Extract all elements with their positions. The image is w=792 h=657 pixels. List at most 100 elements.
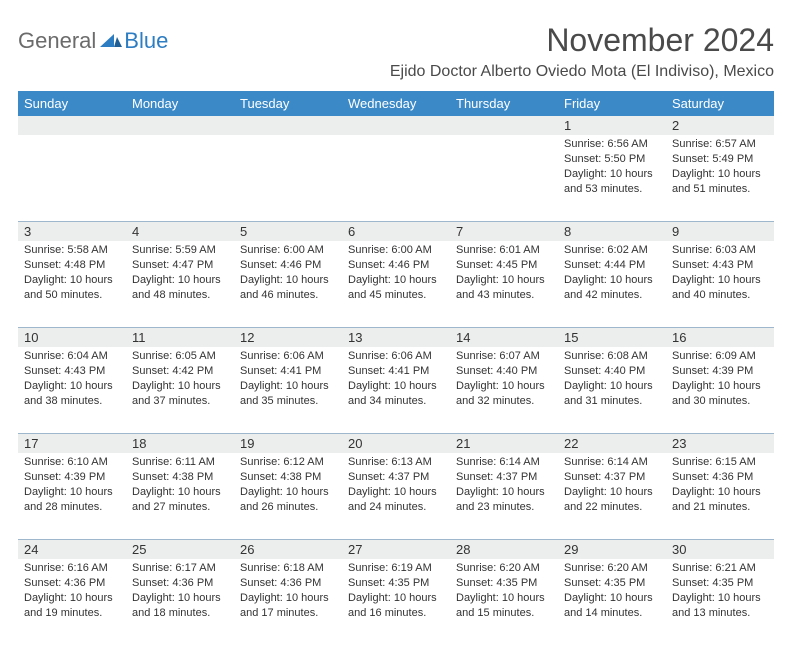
day-cell: Sunrise: 6:16 AMSunset: 4:36 PMDaylight:…: [18, 559, 126, 645]
day-number: 6: [342, 221, 450, 241]
day-cell: [18, 135, 126, 221]
day-cell: Sunrise: 6:19 AMSunset: 4:35 PMDaylight:…: [342, 559, 450, 645]
day-details: [234, 135, 342, 143]
day-number: [18, 116, 126, 135]
day-cell: Sunrise: 6:00 AMSunset: 4:46 PMDaylight:…: [342, 241, 450, 327]
day-number: 2: [666, 116, 774, 135]
day-content-row: Sunrise: 5:58 AMSunset: 4:48 PMDaylight:…: [18, 241, 774, 327]
day-details: [450, 135, 558, 143]
day-details: Sunrise: 6:14 AMSunset: 4:37 PMDaylight:…: [450, 453, 558, 520]
day-number: 15: [558, 327, 666, 347]
weekday-header-row: Sunday Monday Tuesday Wednesday Thursday…: [18, 91, 774, 116]
daynum-row: 12: [18, 116, 774, 135]
day-details: Sunrise: 6:05 AMSunset: 4:42 PMDaylight:…: [126, 347, 234, 414]
day-details: Sunrise: 6:20 AMSunset: 4:35 PMDaylight:…: [558, 559, 666, 626]
day-details: Sunrise: 6:02 AMSunset: 4:44 PMDaylight:…: [558, 241, 666, 308]
location: Ejido Doctor Alberto Oviedo Mota (El Ind…: [390, 63, 774, 81]
day-details: Sunrise: 6:04 AMSunset: 4:43 PMDaylight:…: [18, 347, 126, 414]
day-number: 11: [126, 327, 234, 347]
day-number: 22: [558, 433, 666, 453]
day-number: 4: [126, 221, 234, 241]
day-cell: Sunrise: 6:01 AMSunset: 4:45 PMDaylight:…: [450, 241, 558, 327]
logo: General Blue: [18, 22, 168, 54]
day-number: 19: [234, 433, 342, 453]
day-cell: Sunrise: 6:21 AMSunset: 4:35 PMDaylight:…: [666, 559, 774, 645]
day-details: Sunrise: 6:11 AMSunset: 4:38 PMDaylight:…: [126, 453, 234, 520]
day-details: Sunrise: 6:00 AMSunset: 4:46 PMDaylight:…: [234, 241, 342, 308]
day-cell: [234, 135, 342, 221]
day-cell: Sunrise: 5:59 AMSunset: 4:47 PMDaylight:…: [126, 241, 234, 327]
logo-text-blue: Blue: [124, 28, 168, 54]
day-details: [18, 135, 126, 143]
day-number: [342, 116, 450, 135]
day-details: Sunrise: 6:19 AMSunset: 4:35 PMDaylight:…: [342, 559, 450, 626]
day-details: Sunrise: 6:18 AMSunset: 4:36 PMDaylight:…: [234, 559, 342, 626]
day-cell: [450, 135, 558, 221]
day-cell: Sunrise: 6:14 AMSunset: 4:37 PMDaylight:…: [558, 453, 666, 539]
day-details: Sunrise: 6:17 AMSunset: 4:36 PMDaylight:…: [126, 559, 234, 626]
logo-text-general: General: [18, 28, 96, 54]
day-cell: Sunrise: 6:20 AMSunset: 4:35 PMDaylight:…: [450, 559, 558, 645]
calendar-table: Sunday Monday Tuesday Wednesday Thursday…: [18, 91, 774, 645]
day-details: Sunrise: 5:59 AMSunset: 4:47 PMDaylight:…: [126, 241, 234, 308]
day-number: [234, 116, 342, 135]
title-block: November 2024 Ejido Doctor Alberto Ovied…: [390, 22, 774, 81]
day-cell: Sunrise: 6:12 AMSunset: 4:38 PMDaylight:…: [234, 453, 342, 539]
day-cell: Sunrise: 6:18 AMSunset: 4:36 PMDaylight:…: [234, 559, 342, 645]
day-number: 9: [666, 221, 774, 241]
day-cell: [126, 135, 234, 221]
day-number: 1: [558, 116, 666, 135]
day-details: Sunrise: 6:07 AMSunset: 4:40 PMDaylight:…: [450, 347, 558, 414]
day-number: 23: [666, 433, 774, 453]
day-number: 16: [666, 327, 774, 347]
day-cell: Sunrise: 6:00 AMSunset: 4:46 PMDaylight:…: [234, 241, 342, 327]
day-number: 8: [558, 221, 666, 241]
day-cell: Sunrise: 6:11 AMSunset: 4:38 PMDaylight:…: [126, 453, 234, 539]
day-cell: Sunrise: 6:06 AMSunset: 4:41 PMDaylight:…: [342, 347, 450, 433]
logo-mark-icon: [100, 31, 122, 52]
day-cell: Sunrise: 6:15 AMSunset: 4:36 PMDaylight:…: [666, 453, 774, 539]
day-number: 29: [558, 539, 666, 559]
day-number: 14: [450, 327, 558, 347]
day-details: Sunrise: 6:12 AMSunset: 4:38 PMDaylight:…: [234, 453, 342, 520]
day-number: 5: [234, 221, 342, 241]
day-details: Sunrise: 6:16 AMSunset: 4:36 PMDaylight:…: [18, 559, 126, 626]
day-cell: Sunrise: 6:13 AMSunset: 4:37 PMDaylight:…: [342, 453, 450, 539]
header: General Blue November 2024 Ejido Doctor …: [18, 22, 774, 81]
day-details: Sunrise: 6:21 AMSunset: 4:35 PMDaylight:…: [666, 559, 774, 626]
day-cell: Sunrise: 6:14 AMSunset: 4:37 PMDaylight:…: [450, 453, 558, 539]
day-cell: Sunrise: 6:02 AMSunset: 4:44 PMDaylight:…: [558, 241, 666, 327]
day-content-row: Sunrise: 6:16 AMSunset: 4:36 PMDaylight:…: [18, 559, 774, 645]
day-details: Sunrise: 6:09 AMSunset: 4:39 PMDaylight:…: [666, 347, 774, 414]
month-title: November 2024: [390, 22, 774, 59]
weekday-header: Wednesday: [342, 91, 450, 116]
day-number: 24: [18, 539, 126, 559]
day-details: [342, 135, 450, 143]
day-details: Sunrise: 6:56 AMSunset: 5:50 PMDaylight:…: [558, 135, 666, 202]
day-number: 20: [342, 433, 450, 453]
day-cell: Sunrise: 5:58 AMSunset: 4:48 PMDaylight:…: [18, 241, 126, 327]
day-content-row: Sunrise: 6:56 AMSunset: 5:50 PMDaylight:…: [18, 135, 774, 221]
day-number: 25: [126, 539, 234, 559]
day-details: Sunrise: 6:14 AMSunset: 4:37 PMDaylight:…: [558, 453, 666, 520]
day-number: [126, 116, 234, 135]
day-number: 12: [234, 327, 342, 347]
weekday-header: Tuesday: [234, 91, 342, 116]
day-cell: Sunrise: 6:08 AMSunset: 4:40 PMDaylight:…: [558, 347, 666, 433]
weekday-header: Thursday: [450, 91, 558, 116]
day-details: Sunrise: 6:01 AMSunset: 4:45 PMDaylight:…: [450, 241, 558, 308]
day-cell: [342, 135, 450, 221]
day-number: 7: [450, 221, 558, 241]
day-number: 28: [450, 539, 558, 559]
day-cell: Sunrise: 6:07 AMSunset: 4:40 PMDaylight:…: [450, 347, 558, 433]
day-details: Sunrise: 6:06 AMSunset: 4:41 PMDaylight:…: [234, 347, 342, 414]
day-cell: Sunrise: 6:20 AMSunset: 4:35 PMDaylight:…: [558, 559, 666, 645]
day-cell: Sunrise: 6:03 AMSunset: 4:43 PMDaylight:…: [666, 241, 774, 327]
weekday-header: Friday: [558, 91, 666, 116]
day-details: Sunrise: 6:15 AMSunset: 4:36 PMDaylight:…: [666, 453, 774, 520]
day-cell: Sunrise: 6:09 AMSunset: 4:39 PMDaylight:…: [666, 347, 774, 433]
weekday-header: Sunday: [18, 91, 126, 116]
daynum-row: 10111213141516: [18, 327, 774, 347]
weekday-header: Saturday: [666, 91, 774, 116]
day-cell: Sunrise: 6:05 AMSunset: 4:42 PMDaylight:…: [126, 347, 234, 433]
